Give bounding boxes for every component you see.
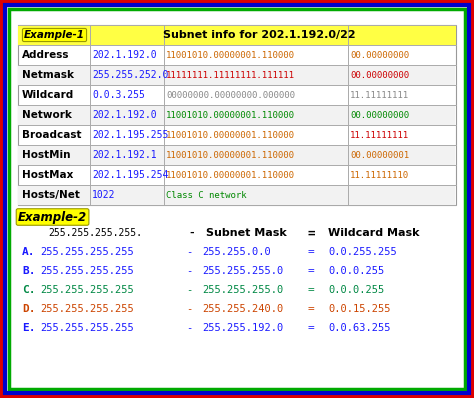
Text: 202.1.192.1: 202.1.192.1 [92, 150, 156, 160]
Text: -: - [186, 247, 192, 257]
Text: Netmask: Netmask [22, 70, 74, 80]
Text: Address: Address [22, 50, 70, 60]
Text: Subnet Mask: Subnet Mask [206, 228, 287, 238]
Text: 0.0.0.255: 0.0.0.255 [328, 266, 384, 276]
Text: -: - [186, 285, 192, 295]
Text: 0.0.255.255: 0.0.255.255 [328, 247, 397, 257]
Text: 00.00000000: 00.00000000 [350, 70, 409, 80]
Text: 255.255.255.0: 255.255.255.0 [202, 266, 283, 276]
Text: 255.255.240.0: 255.255.240.0 [202, 304, 283, 314]
Text: 0.0.0.255: 0.0.0.255 [328, 285, 384, 295]
Bar [18, 25, 456, 205]
Text: 202.1.192.0: 202.1.192.0 [92, 110, 156, 120]
Text: 00.00000001: 00.00000001 [350, 150, 409, 160]
Text: E.: E. [22, 323, 36, 333]
Text: Hosts/Net: Hosts/Net [22, 190, 80, 200]
Text: 202.1.195.254: 202.1.195.254 [92, 170, 168, 180]
Bar [18, 185, 456, 205]
Bar [18, 105, 456, 125]
Text: 0.0.3.255: 0.0.3.255 [92, 90, 145, 100]
Text: C.: C. [22, 285, 36, 295]
Text: HostMin: HostMin [22, 150, 71, 160]
Bar [18, 25, 456, 45]
Text: -: - [186, 266, 192, 276]
Text: =: = [308, 266, 315, 276]
Text: 0.0.15.255: 0.0.15.255 [328, 304, 391, 314]
Text: 255.255.252.0: 255.255.252.0 [92, 70, 168, 80]
Text: Example-2: Example-2 [18, 211, 87, 224]
Text: =: = [308, 226, 316, 240]
Text: -: - [186, 304, 192, 314]
Text: 255.255.255.255: 255.255.255.255 [40, 323, 134, 333]
Text: 202.1.195.255: 202.1.195.255 [92, 130, 168, 140]
Text: Wildcard: Wildcard [22, 90, 74, 100]
Text: Broadcast: Broadcast [22, 130, 82, 140]
Text: 202.1.192.0: 202.1.192.0 [92, 50, 156, 60]
Text: =: = [308, 323, 315, 333]
Text: 11111111.11111111.111111: 11111111.11111111.111111 [166, 70, 295, 80]
Text: 255.255.0.0: 255.255.0.0 [202, 247, 271, 257]
Text: 00.00000000: 00.00000000 [350, 111, 409, 119]
Text: 0.0.63.255: 0.0.63.255 [328, 323, 391, 333]
Text: Wildcard Mask: Wildcard Mask [328, 228, 419, 238]
Text: =: = [308, 247, 315, 257]
Text: 255.255.192.0: 255.255.192.0 [202, 323, 283, 333]
Text: 11001010.00000001.110000: 11001010.00000001.110000 [166, 51, 295, 59]
Text: 11001010.00000001.110000: 11001010.00000001.110000 [166, 170, 295, 179]
Bar [18, 146, 456, 164]
Text: Subnet info for 202.1.192.0/22: Subnet info for 202.1.192.0/22 [163, 30, 355, 40]
Text: Example-1: Example-1 [24, 30, 85, 40]
Bar [18, 66, 456, 84]
Text: B.: B. [22, 266, 36, 276]
Text: 00.00000000: 00.00000000 [350, 51, 409, 59]
Text: 11.11111110: 11.11111110 [350, 170, 409, 179]
Text: 11.11111111: 11.11111111 [350, 90, 409, 100]
Text: 11.11111111: 11.11111111 [350, 131, 409, 140]
Text: 255.255.255.255: 255.255.255.255 [40, 247, 134, 257]
Text: HostMax: HostMax [22, 170, 73, 180]
Text: Class C network: Class C network [166, 191, 246, 199]
Text: 00000000.00000000.000000: 00000000.00000000.000000 [166, 90, 295, 100]
Text: -: - [186, 323, 192, 333]
Text: 11001010.00000001.110000: 11001010.00000001.110000 [166, 131, 295, 140]
Text: =: = [308, 304, 315, 314]
Text: =: = [308, 285, 315, 295]
Text: 255.255.255.255: 255.255.255.255 [40, 304, 134, 314]
Text: 1022: 1022 [92, 190, 116, 200]
Text: D.: D. [22, 304, 36, 314]
Text: 255.255.255.255: 255.255.255.255 [40, 285, 134, 295]
Text: 255.255.255.255.: 255.255.255.255. [48, 228, 142, 238]
Text: 11001010.00000001.110000: 11001010.00000001.110000 [166, 150, 295, 160]
Text: 11001010.00000001.110000: 11001010.00000001.110000 [166, 111, 295, 119]
Text: 255.255.255.255: 255.255.255.255 [40, 266, 134, 276]
Text: Network: Network [22, 110, 72, 120]
Text: 255.255.255.0: 255.255.255.0 [202, 285, 283, 295]
Text: A.: A. [22, 247, 36, 257]
Text: -: - [188, 228, 195, 238]
